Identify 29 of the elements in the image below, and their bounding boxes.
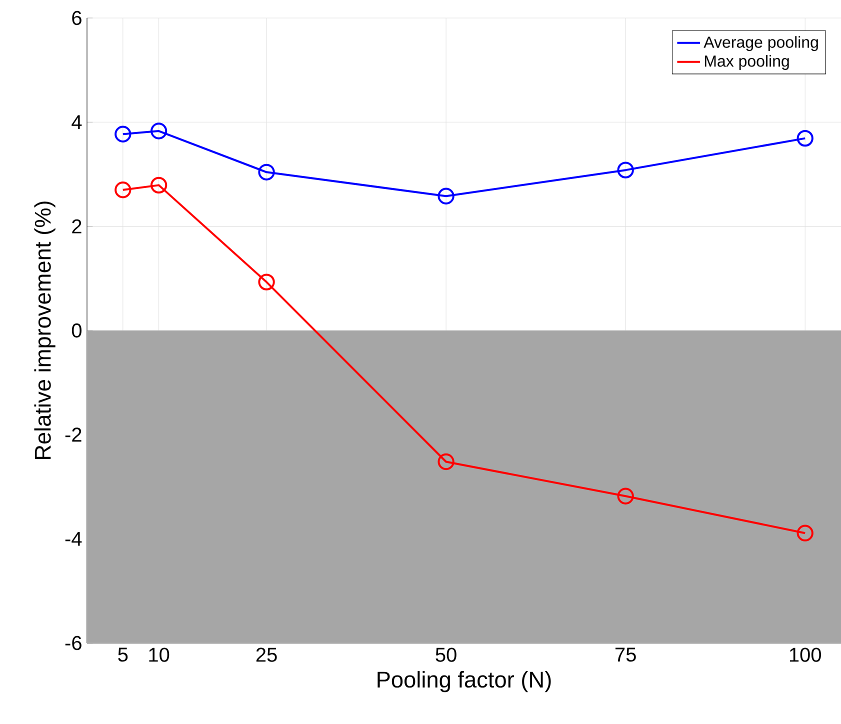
y-axis-title: Relative improvement (%) [34, 202, 56, 460]
legend-label: Average pooling [704, 36, 818, 52]
x-tick-label: 25 [256, 648, 277, 662]
point [617, 162, 634, 178]
x-tick-label: 50 [436, 648, 456, 662]
point [617, 488, 634, 504]
y-tick-label: -2 [65, 428, 82, 442]
x-tick-label: 10 [149, 648, 170, 662]
y-tick-label: -6 [65, 636, 82, 650]
y-tick-label: 6 [72, 10, 82, 26]
point [114, 182, 132, 198]
point [438, 453, 454, 470]
point [150, 176, 168, 194]
point [258, 274, 275, 290]
x-tick-label: 5 [118, 648, 128, 662]
y-tick-label: 0 [72, 323, 82, 338]
x-tick-label: 100 [790, 648, 821, 662]
y-tick-label: 4 [72, 115, 82, 130]
x-tick-label: 75 [615, 648, 636, 662]
legend-label: Max pooling [704, 55, 789, 70]
y-tick-label: 2 [72, 219, 82, 234]
point [114, 126, 132, 142]
point [438, 188, 454, 204]
point [796, 130, 814, 147]
point [796, 524, 814, 542]
point [258, 164, 275, 180]
point [150, 122, 168, 140]
x-axis-title: Pooling factor (N) [378, 671, 551, 692]
y-tick-label: -4 [65, 532, 82, 546]
